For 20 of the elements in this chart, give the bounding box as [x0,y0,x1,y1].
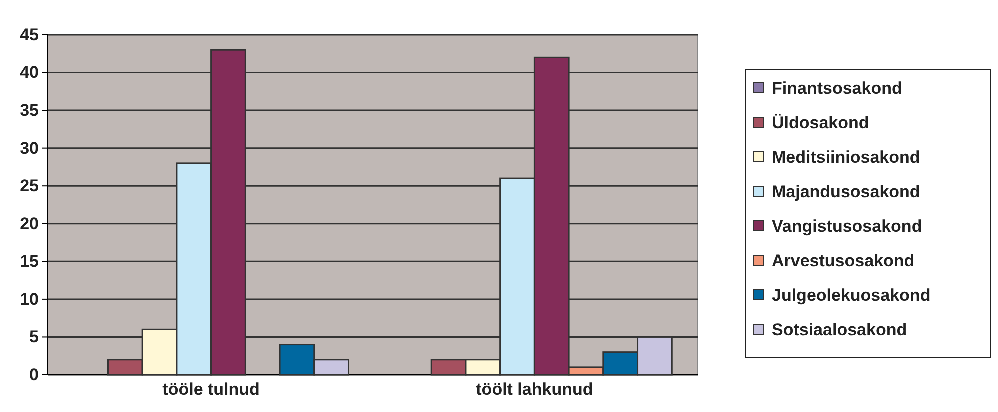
x-tick-label: töölt lahkunud [476,380,594,400]
legend-label: Majandusosakond [772,182,920,202]
y-tick-label: 15 [20,252,39,272]
y-tick-label: 45 [20,25,39,44]
x-tick-label: tööle tulnud [162,380,260,400]
y-tick-label: 20 [20,214,39,234]
legend-label: Finantsosakond [772,79,902,98]
legend-label: Julgeolekuosakond [772,286,931,305]
legend-label: Sotsiaalosakond [772,320,908,340]
y-tick-label: 5 [30,328,39,347]
legend-label: Üldosakond [772,114,870,132]
legend-label: Meditsiiniosakond [772,148,920,167]
legend-label: Vangistusosakond [772,217,922,236]
y-tick-label: 25 [20,176,39,196]
y-tick-label: 35 [20,100,39,120]
y-tick-label: 0 [30,365,39,384]
y-tick-label: 40 [20,63,39,82]
y-tick-label: 30 [20,138,39,158]
y-tick-label: 10 [20,290,39,309]
legend-label: Arvestusosakond [772,252,915,270]
